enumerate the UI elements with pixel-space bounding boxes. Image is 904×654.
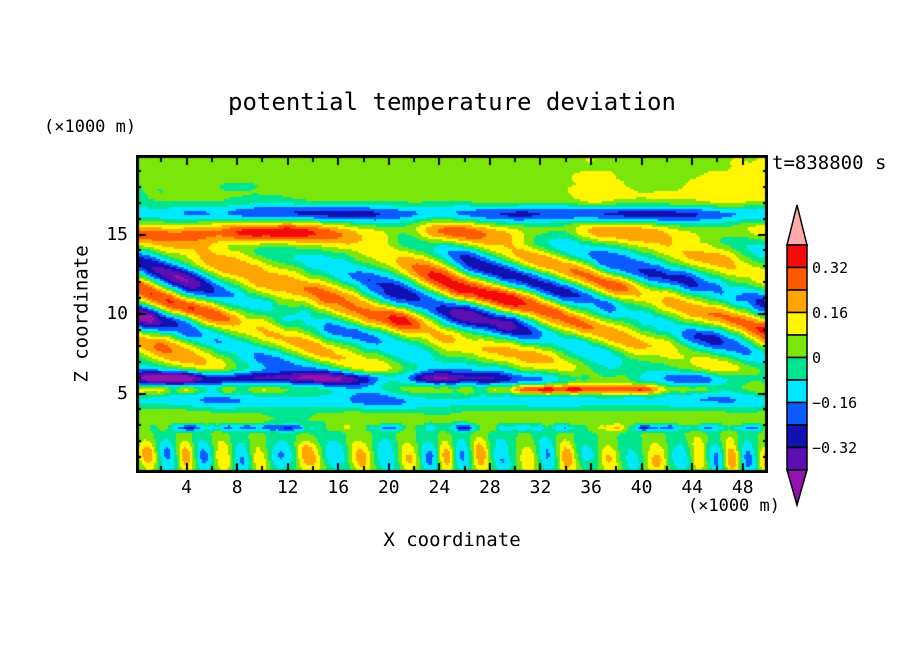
colorbar-tick-label: −0.32 — [812, 438, 858, 457]
x-axis-title: X coordinate — [383, 529, 521, 551]
colorbar-block — [786, 379, 808, 404]
time-annotation: t=838800 s — [772, 152, 887, 174]
colorbar-tick-label: 0.32 — [812, 258, 849, 277]
colorbar-tick-label: −0.16 — [812, 393, 858, 412]
x-tick-label: 48 — [731, 477, 754, 498]
colorbar-up-arrow — [786, 204, 808, 246]
x-tick-label: 40 — [630, 477, 653, 498]
colorbar-block — [786, 334, 808, 359]
x-tick-label: 4 — [181, 477, 192, 498]
colorbar-block — [786, 311, 808, 336]
x-tick-label: 20 — [377, 477, 400, 498]
colorbar-block — [786, 424, 808, 449]
x-tick-label: 24 — [428, 477, 451, 498]
colorbar-block — [786, 356, 808, 381]
z-tick-label: 5 — [117, 382, 128, 404]
x-axis-units-label: (×1000 m) — [687, 496, 780, 516]
x-tick-label: 12 — [276, 477, 299, 498]
x-tick-label: 8 — [231, 477, 243, 498]
colorbar-tick-label: 0.16 — [812, 303, 849, 322]
colorbar-block — [786, 289, 808, 314]
x-tick-label: 16 — [327, 477, 350, 498]
x-tick-label: 44 — [681, 477, 703, 498]
colorbar-block — [786, 244, 808, 269]
colorbar — [786, 204, 808, 508]
colorbar-block — [786, 266, 808, 291]
contour-field-canvas — [136, 155, 768, 473]
colorbar-block — [786, 401, 808, 426]
x-tick-label: 36 — [580, 477, 602, 498]
colorbar-down-arrow — [786, 469, 808, 508]
z-axis-units-label: (×1000 m) — [44, 117, 137, 137]
z-tick-label: 15 — [106, 223, 128, 245]
x-tick-label: 32 — [529, 477, 552, 498]
colorbar-tick-label: 0 — [812, 348, 822, 367]
x-tick-label: 28 — [479, 477, 501, 498]
colorbar-block — [786, 446, 808, 471]
z-tick-label: 10 — [106, 303, 128, 324]
plot-title: potential temperature deviation — [228, 88, 676, 116]
